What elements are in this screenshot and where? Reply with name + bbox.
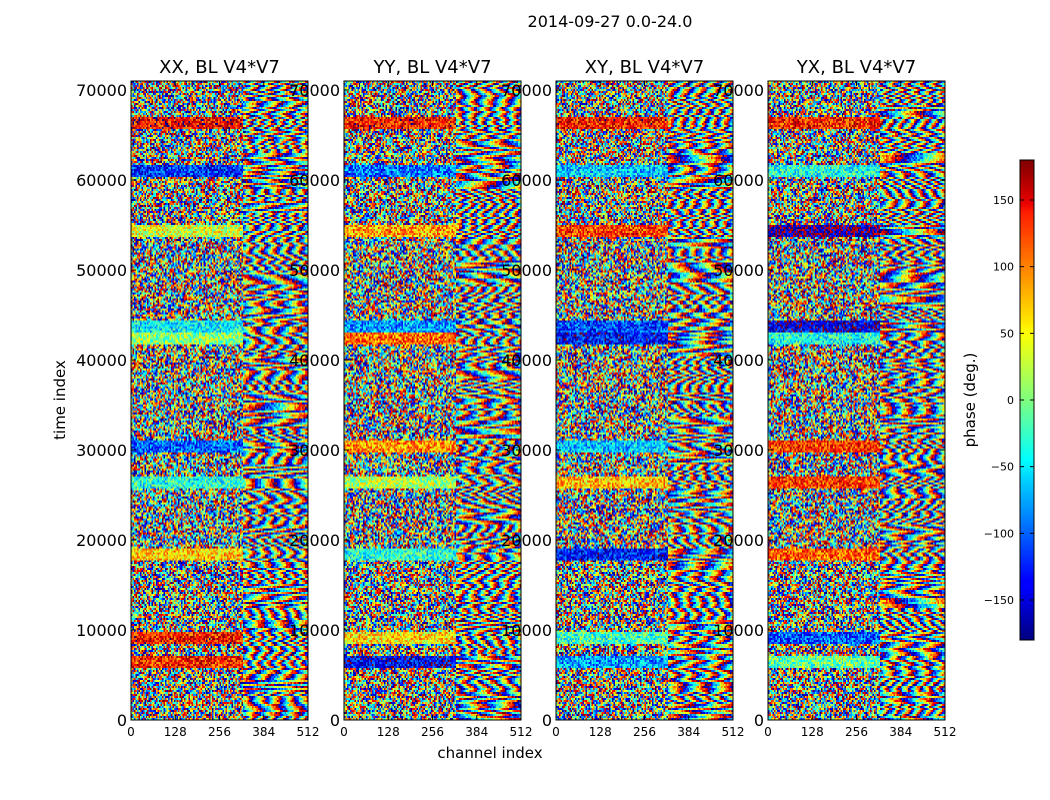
x-tick-label: 0 — [127, 725, 135, 739]
colorbar-label: phase (deg.) — [961, 353, 979, 448]
heatmap-image-2 — [344, 81, 521, 720]
y-tick-label: 0 — [330, 711, 340, 730]
y-tick-label: 70000 — [289, 81, 340, 100]
y-tick-label: 40000 — [713, 351, 764, 370]
y-tick-label: 40000 — [76, 351, 127, 370]
y-axis-label: time index — [51, 360, 69, 440]
x-tick-label: 0 — [552, 725, 560, 739]
y-tick-label: 30000 — [501, 441, 552, 460]
y-tick-label: 10000 — [289, 621, 340, 640]
y-tick-label: 10000 — [76, 621, 127, 640]
y-tick-label: 40000 — [289, 351, 340, 370]
y-tick-label: 70000 — [76, 81, 127, 100]
panel-title-1: XX, BL V4*V7 — [159, 57, 280, 78]
colorbar-tick-label: 100 — [993, 261, 1014, 274]
y-tick-label: 10000 — [501, 621, 552, 640]
y-tick-label: 50000 — [713, 261, 764, 280]
heatmap-panel-4: YX, BL V4*V7 0 128 256 384 512 0 10000 20000 3000… — [713, 57, 956, 739]
heatmap-panel-2: YY, BL V4*V7 0 128 256 384 512 0 10000 20000 3000… — [289, 57, 532, 739]
heatmap-image-4 — [768, 81, 945, 720]
heatmap-panel-3: XY, BL V4*V7 0 128 256 384 512 0 10000 20000 3000… — [501, 57, 744, 739]
y-tick-label: 20000 — [289, 531, 340, 550]
y-tick-label: 60000 — [76, 171, 127, 190]
y-tick-label: 10000 — [713, 621, 764, 640]
x-tick-label: 128 — [801, 725, 824, 739]
panel-title-4: YX, BL V4*V7 — [796, 57, 916, 78]
y-tick-label: 0 — [754, 711, 764, 730]
heatmap-panel-1: XX, BL V4*V7 0 128 256 384 512 0 10000 20000 3000… — [76, 57, 319, 739]
y-tick-label: 50000 — [76, 261, 127, 280]
colorbar-tick-label: −150 — [984, 594, 1014, 607]
colorbar-tick-label: 150 — [993, 194, 1014, 207]
x-tick-label: 128 — [377, 725, 400, 739]
panel-title-2: YY, BL V4*V7 — [372, 57, 491, 78]
x-tick-label: 256 — [421, 725, 444, 739]
y-tick-label: 0 — [542, 711, 552, 730]
x-tick-label: 512 — [934, 725, 957, 739]
x-tick-label: 512 — [297, 725, 320, 739]
x-tick-label: 128 — [589, 725, 612, 739]
x-tick-label: 384 — [252, 725, 275, 739]
x-tick-label: 384 — [677, 725, 700, 739]
x-tick-label: 0 — [340, 725, 348, 739]
figure-suptitle: 2014-09-27 0.0-24.0 — [527, 12, 693, 31]
y-tick-label: 40000 — [501, 351, 552, 370]
y-tick-label: 60000 — [501, 171, 552, 190]
y-tick-label: 30000 — [289, 441, 340, 460]
x-tick-label: 384 — [465, 725, 488, 739]
heatmap-image-3 — [556, 81, 733, 720]
y-tick-label: 30000 — [713, 441, 764, 460]
y-tick-label: 20000 — [501, 531, 552, 550]
y-tick-label: 0 — [117, 711, 127, 730]
x-tick-label: 512 — [722, 725, 745, 739]
x-tick-label: 384 — [889, 725, 912, 739]
y-tick-label: 30000 — [76, 441, 127, 460]
colorbar-tick-label: 50 — [1000, 327, 1014, 340]
colorbar-tick-label: 0 — [1007, 394, 1014, 407]
y-tick-label: 20000 — [76, 531, 127, 550]
x-tick-label: 512 — [510, 725, 533, 739]
x-tick-label: 256 — [845, 725, 868, 739]
y-tick-label: 20000 — [713, 531, 764, 550]
y-tick-label: 50000 — [289, 261, 340, 280]
x-tick-label: 128 — [164, 725, 187, 739]
heatmap-image-1 — [131, 81, 308, 720]
x-tick-label: 0 — [764, 725, 772, 739]
y-tick-label: 50000 — [501, 261, 552, 280]
x-tick-label: 256 — [633, 725, 656, 739]
y-tick-label: 60000 — [713, 171, 764, 190]
x-axis-label: channel index — [437, 744, 542, 762]
y-tick-label: 60000 — [289, 171, 340, 190]
y-tick-label: 70000 — [501, 81, 552, 100]
panel-title-3: XY, BL V4*V7 — [585, 57, 704, 78]
colorbar-tick-label: −100 — [984, 527, 1014, 540]
colorbar: 150 100 50 0 −50 −100 −150 phase (deg.) — [961, 159, 1035, 641]
colorbar-tick-label: −50 — [991, 461, 1014, 474]
y-tick-label: 70000 — [713, 81, 764, 100]
x-tick-label: 256 — [208, 725, 231, 739]
